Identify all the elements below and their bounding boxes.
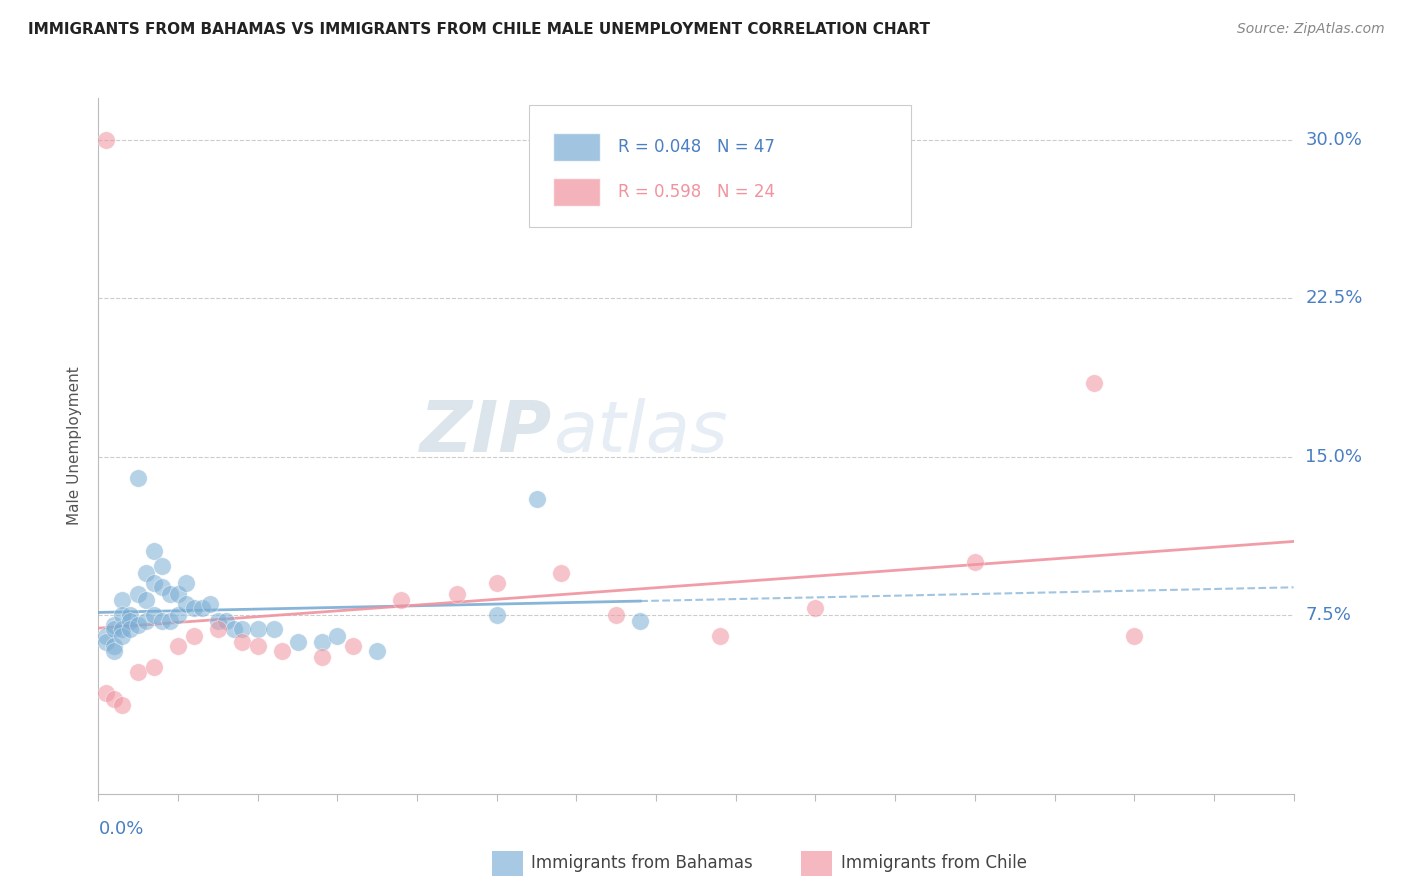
Point: [183, 629, 205, 643]
Point: [150, 614, 173, 628]
Point: [143, 544, 166, 558]
Point: [183, 601, 205, 615]
Point: [150, 559, 173, 574]
Point: [804, 601, 827, 615]
Point: [222, 623, 245, 637]
Text: Immigrants from Bahamas: Immigrants from Bahamas: [531, 855, 754, 872]
Point: [207, 614, 229, 628]
Point: [111, 607, 134, 622]
FancyBboxPatch shape: [553, 133, 600, 161]
Point: [120, 607, 142, 622]
Point: [366, 643, 388, 657]
Text: IMMIGRANTS FROM BAHAMAS VS IMMIGRANTS FROM CHILE MALE UNEMPLOYMENT CORRELATION C: IMMIGRANTS FROM BAHAMAS VS IMMIGRANTS FR…: [28, 22, 931, 37]
Point: [135, 593, 157, 607]
Point: [103, 618, 125, 632]
Point: [96, 635, 118, 649]
Point: [1123, 629, 1146, 643]
Point: [526, 491, 548, 506]
Point: [389, 593, 412, 607]
Point: [215, 614, 238, 628]
Text: 0.0%: 0.0%: [98, 821, 143, 838]
Point: [143, 607, 166, 622]
FancyBboxPatch shape: [553, 178, 600, 206]
Point: [127, 618, 149, 632]
Point: [143, 660, 166, 674]
Point: [127, 586, 149, 600]
Point: [150, 580, 173, 594]
Point: [485, 607, 508, 622]
Point: [143, 576, 166, 591]
Point: [287, 635, 309, 649]
Point: [135, 614, 157, 628]
Text: atlas: atlas: [553, 398, 727, 467]
Text: R = 0.048   N = 47: R = 0.048 N = 47: [619, 138, 775, 156]
Text: 7.5%: 7.5%: [1305, 606, 1351, 624]
Point: [605, 607, 627, 622]
Point: [103, 640, 125, 654]
Point: [231, 635, 253, 649]
Text: R = 0.598   N = 24: R = 0.598 N = 24: [619, 183, 775, 201]
Point: [550, 566, 572, 580]
Text: 15.0%: 15.0%: [1305, 448, 1362, 466]
FancyBboxPatch shape: [529, 105, 911, 227]
Point: [111, 623, 134, 637]
Point: [96, 686, 118, 700]
Point: [246, 640, 269, 654]
Point: [103, 692, 125, 706]
Point: [127, 470, 149, 484]
Text: ZIP: ZIP: [420, 398, 553, 467]
Point: [207, 623, 229, 637]
Point: [311, 649, 333, 664]
Point: [120, 614, 142, 628]
Point: [103, 623, 125, 637]
Point: [709, 629, 731, 643]
Point: [96, 629, 118, 643]
Point: [311, 635, 333, 649]
Point: [342, 640, 364, 654]
Point: [174, 576, 197, 591]
Point: [127, 665, 149, 679]
Point: [159, 586, 181, 600]
Point: [485, 576, 508, 591]
Point: [963, 555, 986, 569]
Point: [111, 698, 134, 713]
Point: [159, 614, 181, 628]
Point: [167, 586, 190, 600]
Point: [120, 623, 142, 637]
Point: [135, 566, 157, 580]
Point: [167, 640, 190, 654]
Text: 22.5%: 22.5%: [1305, 289, 1362, 308]
Point: [446, 586, 468, 600]
Point: [111, 629, 134, 643]
Y-axis label: Male Unemployment: Male Unemployment: [67, 367, 83, 525]
Point: [96, 133, 118, 147]
Point: [326, 629, 349, 643]
Point: [103, 643, 125, 657]
Point: [191, 601, 214, 615]
Point: [270, 643, 292, 657]
Point: [628, 614, 651, 628]
Point: [167, 607, 190, 622]
Point: [174, 597, 197, 611]
Point: [246, 623, 269, 637]
Text: 30.0%: 30.0%: [1305, 131, 1362, 149]
Text: Source: ZipAtlas.com: Source: ZipAtlas.com: [1237, 22, 1385, 37]
Point: [111, 593, 134, 607]
Point: [198, 597, 221, 611]
Point: [263, 623, 285, 637]
Point: [231, 623, 253, 637]
Text: Immigrants from Chile: Immigrants from Chile: [841, 855, 1026, 872]
Point: [1083, 376, 1105, 390]
